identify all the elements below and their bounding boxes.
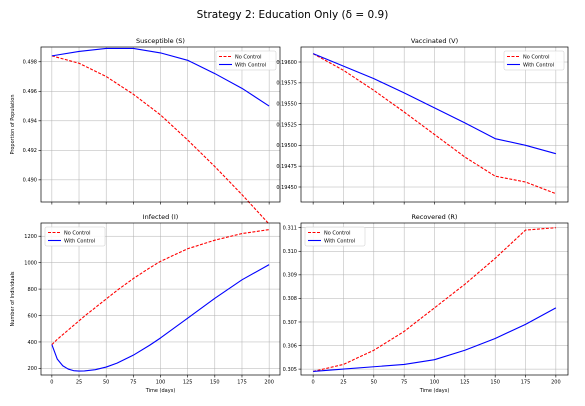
legend-entry: With Control [324,238,355,244]
series-line-no-control [51,55,270,225]
x-tick-label: 50 [103,380,109,386]
y-tick-label: 0.306 [283,343,297,349]
x-tick-label: 200 [551,380,561,386]
subplot-title: Infected (I) [143,213,179,221]
x-tick-label: 175 [521,380,531,386]
y-tick-label: 0.311 [283,226,297,232]
y-tick-label: 0.490 [23,178,37,184]
x-tick-label: 125 [183,380,193,386]
series-line-with-control [313,307,557,373]
y-tick-label: 0.305 [283,367,297,373]
series-line-with-control [312,53,557,155]
legend-entry: No Control [64,230,90,236]
x-tick-label: 175 [237,380,247,386]
subplot-1: 0.490 0.492 0.494 0.496 0.498 Susceptible (S)… [10,37,281,225]
y-tick-label: 0.19500 [276,143,297,149]
y-tick-label: 0.19450 [276,185,297,191]
x-tick-label: 50 [371,380,377,386]
y-axis-label: Proportion of Population [10,94,16,154]
x-axis-label: Time (days) [419,388,450,394]
y-tick-label: 0.494 [23,119,37,125]
series-line-with-control [51,264,270,372]
subplot-title: Susceptible (S) [136,37,185,45]
series-line-no-control [51,229,270,345]
y-tick-label: 800 [27,287,37,293]
x-tick-label: 75 [401,380,407,386]
x-tick-label: 125 [460,380,470,386]
y-axis-label: Number of Individuals [10,271,16,326]
x-tick-label: 100 [156,380,166,386]
subplot-3: 0 25 50 75 100 125 150 175 200 200 400 600 800 1000 12… [10,213,281,394]
legend-entry: No Control [324,230,350,236]
legend: No Control With Control [44,226,106,247]
legend-entry: With Control [235,62,266,68]
x-tick-label: 0 [312,380,315,386]
series-line-no-control [312,53,557,195]
subplot-2: 0.19450 0.19475 0.19500 0.19525 0.19550 0.195… [276,37,569,205]
figure-suptitle: Strategy 2: Education Only (δ = 0.9) [197,9,389,21]
x-tick-label: 200 [264,380,274,386]
legend-box [44,226,106,247]
x-tick-label: 150 [210,380,220,386]
axes-frame [40,46,281,203]
axes-frame [300,46,569,203]
x-tick-label: 100 [430,380,440,386]
subplot-grid: 0.490 0.492 0.494 0.496 0.498 Susceptible (S)… [10,37,569,394]
legend-entry: With Control [64,238,95,244]
legend-box [215,50,277,71]
y-tick-label: 0.498 [23,60,37,66]
legend: No Control With Control [215,50,277,71]
legend-entry: No Control [523,54,549,60]
subplot-title: Vaccinated (V) [411,37,458,45]
x-tick-label: 0 [50,380,53,386]
legend-entry: No Control [235,54,261,60]
y-tick-label: 0.307 [283,320,297,326]
x-axis-label: Time (days) [145,388,176,394]
x-tick-label: 150 [490,380,500,386]
y-tick-label: 1200 [24,234,37,240]
y-tick-label: 200 [27,366,37,372]
y-tick-label: 600 [27,313,37,319]
y-tick-label: 0.492 [23,148,37,154]
x-tick-label: 25 [76,380,82,386]
x-tick-label: 25 [340,380,346,386]
x-tick-label: 75 [130,380,136,386]
subplot-title: Recovered (R) [412,213,458,221]
subplot-4: 0 25 50 75 100 125 150 175 200 0.305 0.306 0.307 0.3… [283,213,569,394]
y-tick-label: 0.19575 [276,81,297,87]
y-tick-label: 0.19550 [276,101,297,107]
series-line-no-control [313,227,556,373]
y-tick-label: 0.19525 [276,122,297,128]
y-tick-label: 0.19475 [276,164,297,170]
y-tick-label: 0.19600 [276,60,297,66]
axes-frame [40,222,281,376]
y-tick-label: 400 [27,340,37,346]
y-tick-label: 0.308 [283,296,297,302]
legend-entry: With Control [523,62,554,68]
legend: No Control With Control [304,226,366,247]
y-tick-label: 1000 [24,260,37,266]
legend-box [304,226,366,247]
series-line-with-control [51,47,270,107]
axes-frame [300,222,569,376]
y-tick-label: 0.496 [23,89,37,95]
y-tick-label: 0.309 [283,273,297,279]
legend: No Control With Control [503,50,565,71]
y-tick-label: 0.310 [283,249,297,255]
legend-box [503,50,565,71]
